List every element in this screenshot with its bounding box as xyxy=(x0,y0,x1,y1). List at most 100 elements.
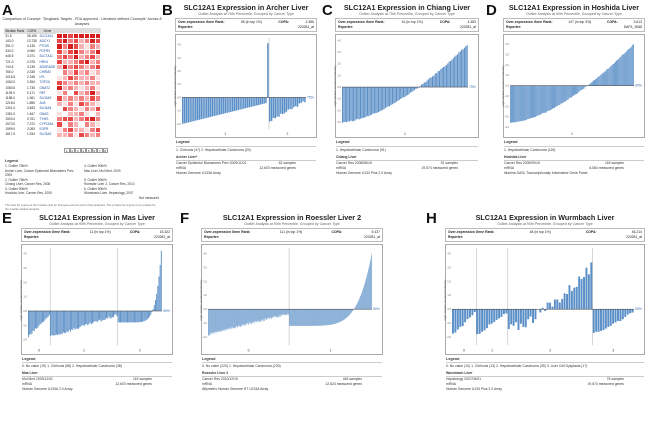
expression-bar xyxy=(69,311,71,333)
dataset-info-row: Hepatology 2007/04/01 75 samples xyxy=(446,377,644,382)
y-tick-label: 0.0 xyxy=(177,96,181,100)
expression-bar xyxy=(34,311,36,329)
dataset-title[interactable]: Roessler Liver 2 xyxy=(202,371,382,378)
gene-link[interactable]: SLC6A4 xyxy=(39,106,52,111)
legend-entry: Roessler Liver 2, Cancer Res, 2010 xyxy=(84,182,135,187)
dataset-title[interactable]: Mas Liver xyxy=(22,371,172,378)
gene-link[interactable]: LPL xyxy=(39,75,46,80)
gene-link[interactable]: TOP2A xyxy=(39,80,50,85)
comparison-row: 744.5 3.135 ADORA2B xyxy=(4,64,102,71)
expression-bar xyxy=(456,54,459,88)
chart-subtitle: Outlier Analysis at 90th Percentile, Gro… xyxy=(49,221,145,226)
chart-legend: Legend 1. Cirrhosis (47) 2. Hepatocellula… xyxy=(172,138,320,177)
gene-link[interactable]: ADCY1 xyxy=(39,38,51,43)
expression-bar xyxy=(99,311,101,321)
bar-chart: log2 median-centered intensity 1 90% -4.0 -3… xyxy=(501,34,645,139)
stats-row: Reporter: DAP4_3068 xyxy=(506,25,642,30)
expression-bar xyxy=(426,81,428,88)
dataset-info-row: Human Genome U133 Plus 2.0 Array xyxy=(336,171,478,176)
expression-bar xyxy=(123,311,125,323)
median-rank: 744.5 xyxy=(5,64,14,69)
expression-bar xyxy=(369,87,371,116)
expression-bar xyxy=(220,97,223,115)
dataset-title[interactable]: Hoshida Liver xyxy=(504,155,644,161)
expression-bar xyxy=(79,311,81,328)
gene-link[interactable]: EGFR xyxy=(39,127,49,132)
expression-bar xyxy=(68,311,70,331)
expression-bar xyxy=(149,311,151,318)
median-rank: 1105.0 xyxy=(5,90,15,95)
gene-link[interactable]: GNAT2 xyxy=(39,85,50,90)
dataset-info-row: mRNA 12,624 measured genes xyxy=(202,382,382,387)
legend-entry: 5. Outlier 90th% xyxy=(84,177,107,182)
gene-link[interactable]: GNAS xyxy=(39,111,49,116)
gene-link[interactable]: CHRM2 xyxy=(39,69,51,74)
dataset-title[interactable]: Chiang Liver xyxy=(336,155,478,161)
expression-bar xyxy=(621,309,624,320)
expression-bar xyxy=(601,73,603,87)
expression-bar xyxy=(233,97,236,112)
dataset-title[interactable]: Wurmbach Liver xyxy=(446,371,644,378)
gene-link[interactable]: RET xyxy=(39,90,46,95)
gene-link[interactable]: HRH1 xyxy=(39,59,49,64)
expression-bar xyxy=(274,97,277,119)
gene-link[interactable]: PTGIS xyxy=(39,43,50,48)
dataset-info-row: mRNA 6,084 measured genes xyxy=(504,166,644,171)
legend-entry: 6. Outlier 90th% xyxy=(84,186,107,191)
expression-bar xyxy=(526,86,528,120)
median-rank: 1188.0 xyxy=(5,95,15,100)
y-tick-label: 1.0 xyxy=(177,83,181,87)
y-tick-label: -1.0 xyxy=(177,109,182,113)
expression-bar xyxy=(355,87,357,120)
expression-bar xyxy=(92,311,94,324)
gene-link[interactable]: FGFR3 xyxy=(39,49,50,54)
stats-row: Over-expression Gene Rank: 55 (in top 1%)… xyxy=(178,20,314,25)
expression-bar xyxy=(151,311,153,313)
expression-bar xyxy=(598,76,600,87)
expression-bar xyxy=(78,311,80,330)
y-tick-label: -3.0 xyxy=(337,121,342,125)
expression-bar xyxy=(103,311,105,321)
stats-cell: Reporter: xyxy=(204,235,220,240)
expression-bar xyxy=(414,87,416,91)
expression-bar xyxy=(544,309,547,312)
gene-link[interactable]: CYP19A1 xyxy=(39,121,54,126)
expression-bar xyxy=(420,84,423,88)
gene-link[interactable]: TYMS xyxy=(39,116,49,121)
dataset-info-value: 75 samples xyxy=(606,377,624,382)
expression-bar xyxy=(109,311,111,319)
legend-entry: 3. Outlier 90th% xyxy=(5,186,28,191)
stats-cell: 220281_at xyxy=(459,25,476,30)
expression-bar xyxy=(127,311,128,323)
expression-bar xyxy=(600,75,602,87)
gene-link[interactable]: SLC6A2 xyxy=(39,95,52,100)
expression-bar xyxy=(620,57,622,87)
expression-bar xyxy=(443,67,445,88)
expression-bar xyxy=(224,97,227,114)
expression-bar xyxy=(267,43,269,98)
gene-link[interactable]: ALB xyxy=(39,101,46,106)
expression-bar xyxy=(466,45,468,88)
legend-entry: Hoshida Liver, Cancer Res, 2009 xyxy=(5,191,52,196)
expression-bar xyxy=(588,84,590,87)
y-tick-label: -1.0 xyxy=(203,322,208,326)
expression-bar xyxy=(597,77,599,87)
expression-bar xyxy=(603,72,605,87)
dataset-info-value: 115 samples xyxy=(133,377,152,382)
expression-bar xyxy=(459,51,461,88)
copa-value: 1.855 xyxy=(26,101,35,106)
expression-bar xyxy=(593,80,594,87)
expression-bar xyxy=(217,97,219,116)
gene-link[interactable]: SLC5A2 xyxy=(39,132,52,137)
gene-link[interactable]: ADORA2B xyxy=(39,64,55,69)
dataset-title[interactable]: Archer Liver* xyxy=(176,155,316,161)
chart-title: SLC12A1 Expression in Mas Liver xyxy=(39,213,155,222)
expression-bar xyxy=(543,86,545,114)
gene-link[interactable]: SLC12A1 xyxy=(39,33,54,38)
y-tick-label: -2.0 xyxy=(447,335,452,339)
legend-entry: 2. Outlier 75th% xyxy=(5,177,28,182)
y-tick-label: 2.0 xyxy=(203,280,207,284)
chart-subtitle: Outlier Analysis at 75th Percentile, Gro… xyxy=(198,11,294,16)
gene-link[interactable]: SLC7A11 xyxy=(39,54,53,59)
expression-bar xyxy=(599,76,601,87)
